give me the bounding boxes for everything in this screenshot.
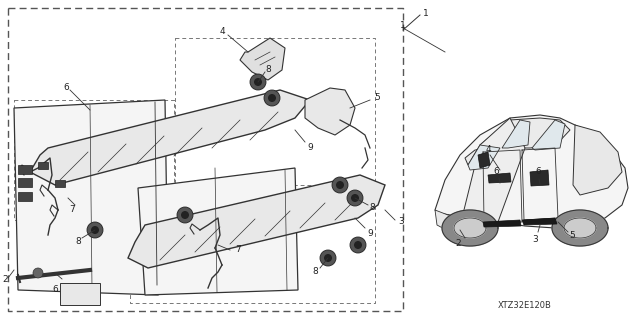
Circle shape <box>350 237 366 253</box>
Polygon shape <box>530 170 549 186</box>
Text: 8: 8 <box>312 268 318 277</box>
Text: 1: 1 <box>423 9 429 18</box>
Text: 6: 6 <box>535 167 541 176</box>
Polygon shape <box>435 115 628 228</box>
Bar <box>55 180 65 187</box>
Polygon shape <box>573 125 622 195</box>
Circle shape <box>250 74 266 90</box>
Polygon shape <box>522 218 557 225</box>
Polygon shape <box>488 173 511 183</box>
Polygon shape <box>442 210 498 246</box>
Polygon shape <box>30 90 310 185</box>
Text: 3: 3 <box>398 218 404 226</box>
Circle shape <box>336 181 344 189</box>
Polygon shape <box>454 218 486 238</box>
Polygon shape <box>138 168 298 295</box>
Text: 6: 6 <box>63 83 69 92</box>
Text: 6: 6 <box>52 286 58 294</box>
Circle shape <box>264 90 280 106</box>
Polygon shape <box>564 218 596 238</box>
Text: 4: 4 <box>219 27 225 36</box>
Circle shape <box>332 177 348 193</box>
Bar <box>18 178 32 187</box>
Text: 8: 8 <box>265 64 271 73</box>
Text: 4: 4 <box>485 145 491 154</box>
Text: 5: 5 <box>569 231 575 240</box>
Circle shape <box>87 222 103 238</box>
Circle shape <box>177 207 193 223</box>
Polygon shape <box>462 118 525 222</box>
Bar <box>38 162 48 169</box>
Polygon shape <box>465 118 570 165</box>
Text: 2: 2 <box>455 240 461 249</box>
Text: 8: 8 <box>75 238 81 247</box>
Polygon shape <box>502 120 530 148</box>
Text: 2: 2 <box>2 276 8 285</box>
Polygon shape <box>478 152 490 168</box>
Circle shape <box>324 254 332 262</box>
Text: 7: 7 <box>235 246 241 255</box>
Circle shape <box>91 226 99 234</box>
Polygon shape <box>552 210 608 246</box>
Bar <box>60 283 100 305</box>
Text: 8: 8 <box>369 204 375 212</box>
Polygon shape <box>435 210 462 232</box>
Circle shape <box>354 241 362 249</box>
Polygon shape <box>532 120 565 150</box>
Text: 6: 6 <box>493 167 499 176</box>
Text: XTZ32E120B: XTZ32E120B <box>498 301 552 310</box>
Circle shape <box>351 194 359 202</box>
Text: 7: 7 <box>69 205 75 214</box>
Polygon shape <box>483 220 521 227</box>
Circle shape <box>181 211 189 219</box>
Bar <box>18 192 32 201</box>
Circle shape <box>320 250 336 266</box>
Text: 5: 5 <box>374 93 380 102</box>
Text: 3: 3 <box>532 235 538 244</box>
Bar <box>18 165 32 174</box>
Polygon shape <box>305 88 355 135</box>
Circle shape <box>254 78 262 86</box>
Polygon shape <box>128 175 385 268</box>
Circle shape <box>268 94 276 102</box>
Polygon shape <box>468 145 500 170</box>
Text: 1: 1 <box>400 20 406 29</box>
Polygon shape <box>14 100 168 295</box>
Polygon shape <box>240 38 285 80</box>
Text: 9: 9 <box>367 228 373 238</box>
Text: 9: 9 <box>307 143 313 152</box>
Circle shape <box>33 268 43 278</box>
Circle shape <box>347 190 363 206</box>
